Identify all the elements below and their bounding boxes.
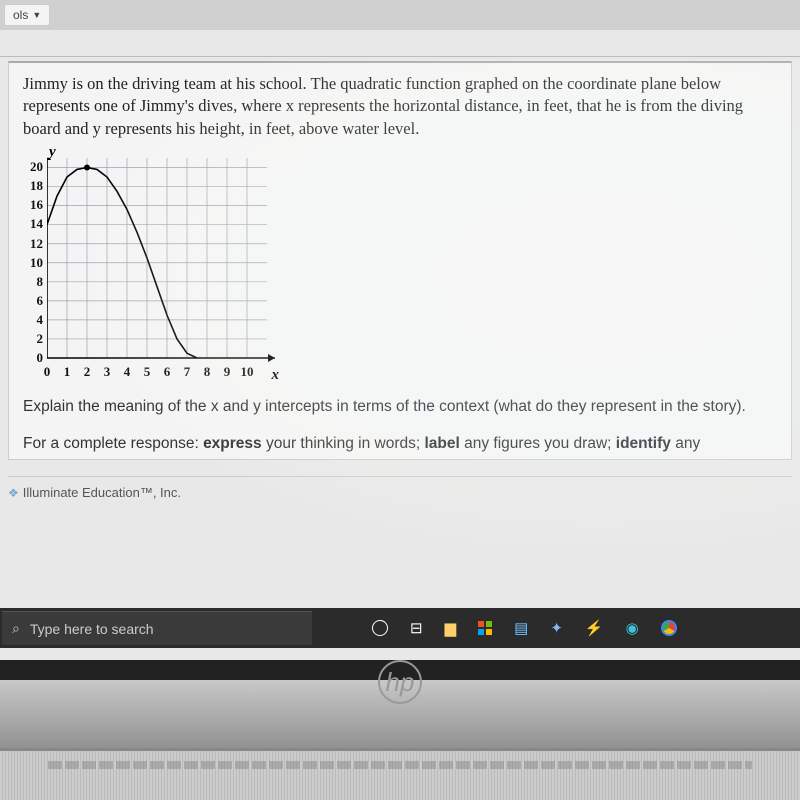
- x-axis-label: x: [272, 367, 280, 384]
- x-axis-ticks: 012345678910: [47, 364, 267, 380]
- app-icon-2[interactable]: ⚡: [585, 619, 604, 637]
- rubric-line: For a complete response: express your th…: [23, 435, 777, 453]
- screen-area: ols ▼ Jimmy is on the driving team at hi…: [0, 0, 800, 680]
- dive-chart: y 02468101214161820 012345678910 x: [23, 146, 283, 386]
- footer: ❖ Illuminate Education™, Inc.: [8, 476, 792, 500]
- rubric-b3: identify: [616, 435, 671, 452]
- tools-label: ols: [13, 8, 28, 22]
- chart-svg: [47, 158, 279, 370]
- intercept-question: Explain the meaning of the x and y inter…: [23, 396, 777, 418]
- rubric-t3: any: [671, 435, 700, 452]
- laptop-bezel: hp: [0, 660, 800, 704]
- explorer-icon[interactable]: ▆: [445, 619, 457, 637]
- tools-dropdown[interactable]: ols ▼: [4, 4, 50, 26]
- edge-icon[interactable]: ◉: [626, 619, 639, 637]
- task-view-icon[interactable]: ⊟: [410, 619, 423, 637]
- dropbox-icon[interactable]: ✦: [550, 619, 563, 637]
- leaf-icon: ❖: [8, 486, 19, 500]
- footer-brand: Illuminate Education™, Inc.: [23, 485, 181, 500]
- search-icon: ⌕: [12, 620, 20, 637]
- taskbar-icons: ⊟ ▆ ▤ ✦ ⚡ ◉: [372, 619, 677, 637]
- chrome-icon[interactable]: [661, 620, 677, 636]
- ms-store-icon[interactable]: [478, 621, 492, 635]
- divider: [0, 56, 800, 57]
- y-axis-ticks: 02468101214161820: [23, 158, 45, 358]
- rubric-b2: label: [425, 435, 460, 452]
- rubric-b1: express: [203, 435, 262, 452]
- laptop-keyboard: [0, 748, 800, 800]
- taskbar-search[interactable]: ⌕ Type here to search: [2, 611, 312, 645]
- browser-toolbar: ols ▼: [0, 0, 800, 30]
- rubric-t1: your thinking in words;: [262, 435, 425, 452]
- windows-taskbar: ⌕ Type here to search ⊟ ▆ ▤ ✦ ⚡ ◉: [0, 608, 800, 648]
- hp-logo: hp: [378, 660, 422, 704]
- cortana-icon[interactable]: [372, 620, 388, 636]
- app-icon-1[interactable]: ▤: [514, 619, 528, 637]
- rubric-prefix: For a complete response:: [23, 435, 203, 452]
- search-placeholder: Type here to search: [30, 621, 154, 637]
- problem-text: Jimmy is on the driving team at his scho…: [23, 73, 777, 140]
- rubric-t2: any figures you draw;: [460, 435, 616, 452]
- caret-down-icon: ▼: [32, 10, 41, 20]
- question-panel: Jimmy is on the driving team at his scho…: [8, 61, 792, 460]
